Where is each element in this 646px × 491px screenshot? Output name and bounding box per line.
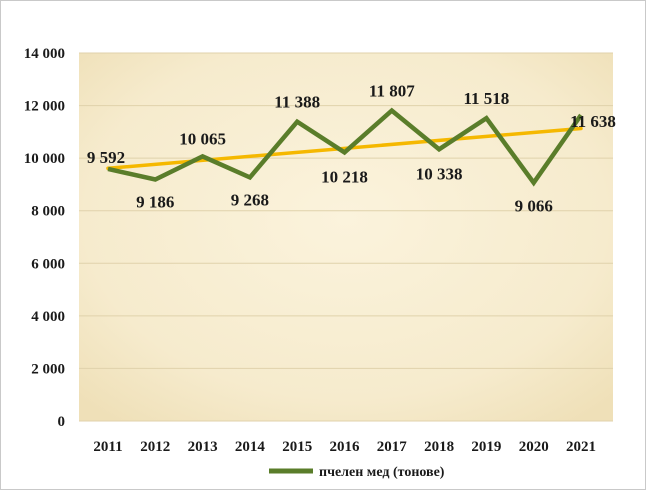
data-label: 11 388 [274,93,320,112]
x-tick-label: 2015 [282,439,312,455]
y-tick-label: 14 000 [24,46,65,62]
x-tick-label: 2020 [519,439,549,455]
x-tick-label: 2017 [377,439,408,455]
data-label: 9 592 [87,148,125,167]
legend: пчелен мед (тонове) [269,465,445,480]
y-tick-label: 0 [58,414,66,430]
x-tick-label: 2019 [471,439,501,455]
y-axis-ticks: 0 2 000 4 000 6 000 8 000 10 000 12 000 14 000 [24,46,65,430]
data-label: 9 066 [515,197,553,216]
data-label: 9 268 [231,190,269,209]
y-tick-label: 6 000 [31,256,65,272]
x-tick-label: 2014 [235,439,266,455]
x-tick-label: 2012 [140,439,170,455]
legend-label: пчелен мед (тонове) [319,465,445,480]
y-tick-label: 12 000 [24,99,65,115]
x-tick-label: 2021 [566,439,596,455]
y-tick-label: 4 000 [31,309,65,325]
data-label: 11 807 [369,82,415,101]
data-label: 11 518 [463,89,509,108]
y-tick-label: 8 000 [31,204,65,220]
x-tick-label: 2011 [93,439,122,455]
plot-area [79,53,613,421]
x-tick-label: 2013 [188,439,218,455]
data-label: 10 218 [321,167,368,186]
x-tick-label: 2018 [424,439,454,455]
x-tick-label: 2016 [330,439,361,455]
y-tick-label: 2 000 [31,361,65,377]
data-label: 11 638 [570,112,616,131]
y-tick-label: 10 000 [24,151,65,167]
data-label: 10 338 [416,164,463,183]
x-axis-ticks: 2011 2012 2013 2014 2015 2016 2017 2018 2019 2020… [93,439,596,455]
data-label: 9 186 [136,193,174,212]
data-label: 10 065 [179,129,226,148]
